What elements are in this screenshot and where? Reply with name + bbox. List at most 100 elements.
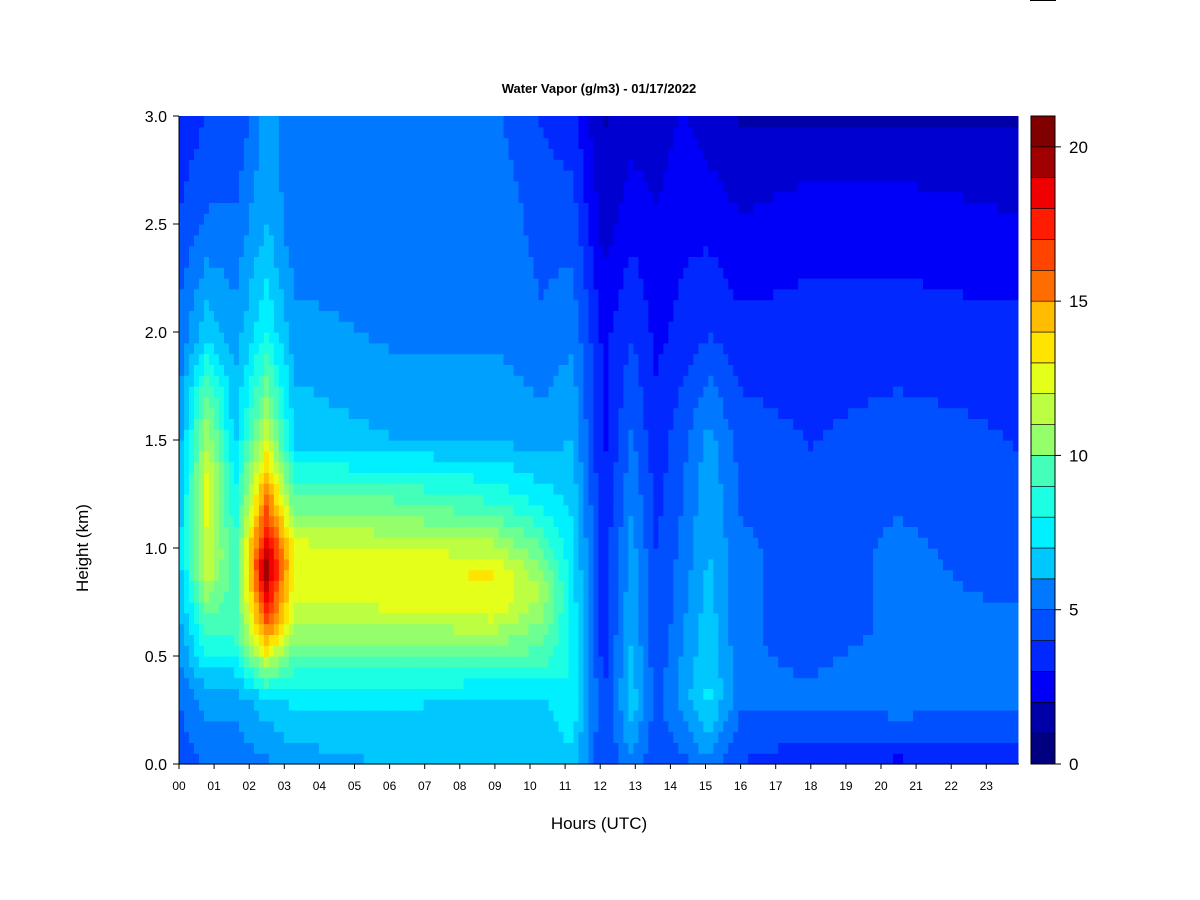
heatmap-cell bbox=[483, 396, 490, 409]
heatmap-cell bbox=[568, 710, 575, 722]
heatmap-cell bbox=[363, 234, 370, 247]
heatmap-cell bbox=[468, 753, 475, 765]
heatmap-cell bbox=[348, 396, 355, 409]
heatmap-cell bbox=[223, 440, 230, 452]
heatmap-cell bbox=[388, 407, 395, 419]
heatmap-cell bbox=[473, 558, 480, 571]
heatmap-cell bbox=[383, 170, 390, 182]
heatmap-cell bbox=[303, 645, 310, 657]
heatmap-cell bbox=[393, 450, 400, 463]
heatmap-cell bbox=[588, 558, 595, 571]
heatmap-cell bbox=[403, 159, 410, 171]
heatmap-cell bbox=[568, 321, 575, 333]
heatmap-cell bbox=[273, 137, 280, 149]
heatmap-cell bbox=[263, 537, 270, 549]
heatmap-cell bbox=[498, 742, 505, 754]
heatmap-cell bbox=[458, 429, 465, 441]
heatmap-cell bbox=[243, 753, 250, 765]
heatmap-cell bbox=[183, 677, 190, 689]
heatmap-cell bbox=[393, 299, 400, 311]
heatmap-cell bbox=[518, 364, 525, 376]
heatmap-cell bbox=[179, 245, 185, 257]
heatmap-cell bbox=[443, 245, 450, 257]
heatmap-cell bbox=[488, 634, 495, 646]
heatmap-cell bbox=[533, 148, 540, 160]
heatmap-cell bbox=[308, 429, 315, 441]
heatmap-cell bbox=[388, 612, 395, 625]
heatmap-cell bbox=[308, 515, 315, 527]
heatmap-cell bbox=[378, 515, 385, 527]
heatmap-cell bbox=[283, 612, 290, 625]
heatmap-cell bbox=[203, 342, 210, 355]
heatmap-cell bbox=[218, 504, 225, 517]
heatmap-cell bbox=[498, 256, 505, 268]
heatmap-cell bbox=[498, 267, 505, 279]
heatmap-cell bbox=[188, 699, 195, 711]
heatmap-cell bbox=[358, 396, 365, 409]
heatmap-cell bbox=[468, 180, 475, 193]
heatmap-cell bbox=[183, 299, 190, 311]
heatmap-cell bbox=[413, 591, 420, 603]
heatmap-cell bbox=[298, 332, 305, 344]
heatmap-cell bbox=[483, 224, 490, 236]
heatmap-cell bbox=[513, 526, 520, 538]
heatmap-cell bbox=[263, 353, 270, 365]
heatmap-cell bbox=[238, 461, 245, 473]
heatmap-cell bbox=[358, 558, 365, 571]
heatmap-cell bbox=[583, 278, 590, 290]
heatmap-cell bbox=[493, 170, 500, 182]
heatmap-cell bbox=[323, 580, 330, 592]
heatmap-cell bbox=[448, 710, 455, 722]
heatmap-cell bbox=[273, 569, 280, 581]
heatmap-cell bbox=[453, 126, 460, 139]
heatmap-cell bbox=[478, 720, 485, 733]
heatmap-cell bbox=[293, 504, 300, 517]
heatmap-cell bbox=[418, 720, 425, 733]
heatmap-cell bbox=[573, 645, 580, 657]
heatmap-cell bbox=[293, 170, 300, 182]
heatmap-cell bbox=[273, 742, 280, 754]
heatmap-cell bbox=[538, 742, 545, 754]
heatmap-cell bbox=[483, 504, 490, 517]
heatmap-cell bbox=[298, 602, 305, 614]
heatmap-cell bbox=[188, 256, 195, 268]
heatmap-cell bbox=[593, 688, 600, 700]
heatmap-cell bbox=[243, 418, 250, 430]
heatmap-cell bbox=[243, 386, 250, 398]
heatmap-cell bbox=[488, 591, 495, 603]
heatmap-cell bbox=[418, 461, 425, 473]
heatmap-cell bbox=[568, 234, 575, 247]
heatmap-cell bbox=[468, 623, 475, 635]
heatmap-cell bbox=[508, 440, 515, 452]
heatmap-cell bbox=[488, 483, 495, 495]
heatmap-cell bbox=[328, 342, 335, 355]
heatmap-cell bbox=[468, 267, 475, 279]
heatmap-cell bbox=[393, 256, 400, 268]
heatmap-cell bbox=[238, 580, 245, 592]
heatmap-cell bbox=[223, 180, 230, 193]
heatmap-cell bbox=[383, 461, 390, 473]
heatmap-cell bbox=[213, 548, 220, 560]
heatmap-cell bbox=[373, 742, 380, 754]
heatmap-cell bbox=[548, 386, 555, 398]
heatmap-cell bbox=[248, 558, 255, 571]
heatmap-cell bbox=[503, 396, 510, 409]
heatmap-cell bbox=[228, 515, 235, 527]
heatmap-cell bbox=[203, 116, 210, 128]
heatmap-cell bbox=[358, 720, 365, 733]
heatmap-cell bbox=[563, 602, 570, 614]
heatmap-cell bbox=[543, 472, 550, 484]
heatmap-cell bbox=[403, 558, 410, 571]
heatmap-cell bbox=[488, 332, 495, 344]
heatmap-cell bbox=[413, 429, 420, 441]
heatmap-cell bbox=[233, 569, 240, 581]
heatmap-cell bbox=[183, 731, 190, 743]
heatmap-cell bbox=[223, 580, 230, 592]
heatmap-cell bbox=[458, 537, 465, 549]
heatmap-cell bbox=[193, 504, 200, 517]
heatmap-cell bbox=[493, 396, 500, 409]
heatmap-cell bbox=[578, 483, 585, 495]
heatmap-cell bbox=[523, 580, 530, 592]
heatmap-cell bbox=[358, 731, 365, 743]
heatmap-cell bbox=[183, 504, 190, 517]
